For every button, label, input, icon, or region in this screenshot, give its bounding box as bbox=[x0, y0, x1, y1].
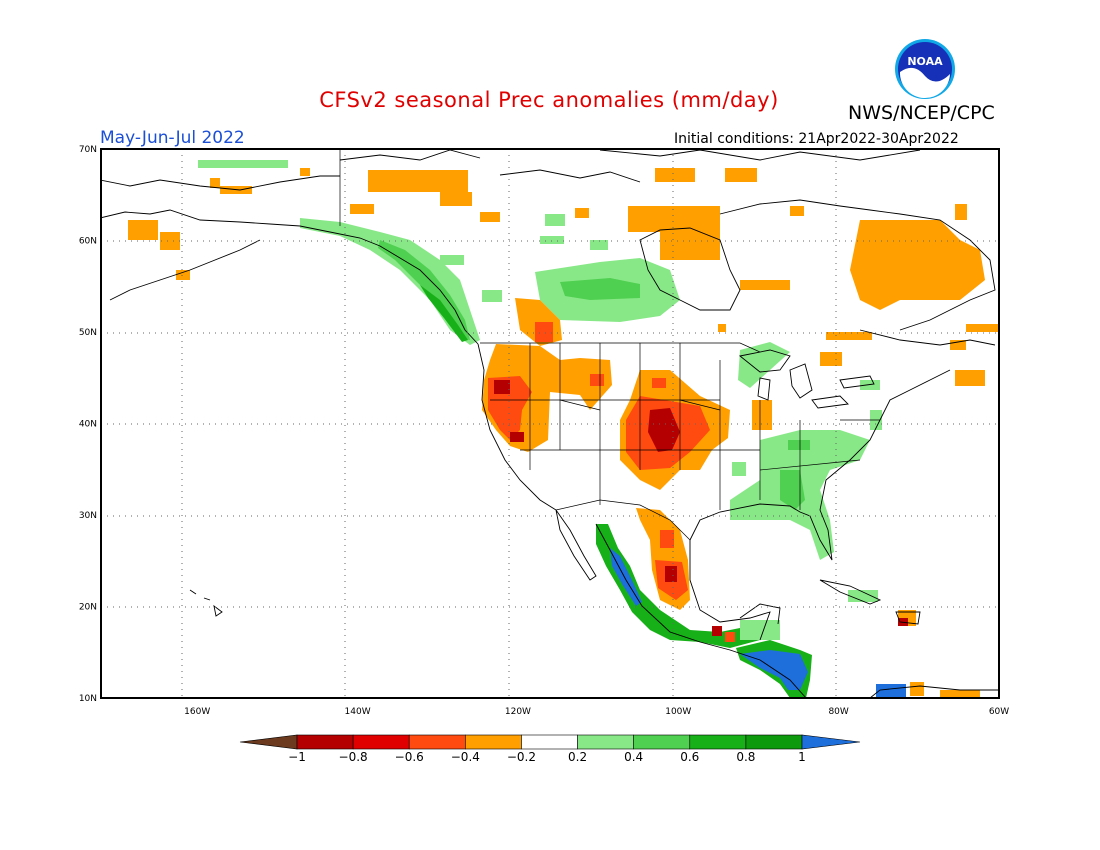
legend-arrow-high bbox=[801, 734, 861, 750]
legend-label: −0.2 bbox=[507, 750, 536, 764]
lon-tick-label: 100W bbox=[665, 707, 691, 717]
latitude-ticks: 70N 60N 50N 40N 30N 20N 10N bbox=[79, 145, 97, 704]
lon-tick-label: 160W bbox=[184, 707, 210, 717]
lat-tick-label: 50N bbox=[79, 328, 97, 338]
legend-swatch bbox=[296, 734, 354, 750]
legend-arrow-low bbox=[239, 734, 298, 750]
agency-label: NWS/NCEP/CPC bbox=[848, 102, 995, 124]
legend-swatch bbox=[352, 734, 410, 750]
lon-tick-label: 120W bbox=[505, 707, 531, 717]
legend-swatch bbox=[689, 734, 747, 750]
lat-tick-label: 70N bbox=[79, 145, 97, 155]
legend-swatch bbox=[521, 734, 578, 750]
lon-tick-label: 60W bbox=[989, 707, 1009, 717]
legend-label: 1 bbox=[798, 750, 806, 764]
coastlines bbox=[101, 149, 998, 698]
legend-label: −1 bbox=[288, 750, 306, 764]
legend-swatch bbox=[745, 734, 803, 750]
legend-label: 0.4 bbox=[624, 750, 643, 764]
initial-conditions-label: Initial conditions: 21Apr2022-30Apr2022 bbox=[674, 131, 959, 147]
legend-label: −0.8 bbox=[339, 750, 368, 764]
lon-tick-label: 140W bbox=[345, 707, 371, 717]
legend-swatch bbox=[408, 734, 466, 750]
legend-label: −0.4 bbox=[451, 750, 480, 764]
longitude-ticks: 160W 140W 120W 100W 80W 60W bbox=[184, 707, 1009, 717]
color-legend: −1 −0.8 −0.6 −0.4 −0.2 0.2 0.4 0.6 0.8 1 bbox=[239, 734, 861, 764]
legend-swatch bbox=[465, 734, 522, 750]
precip-anomaly-shading bbox=[128, 160, 998, 698]
legend-label: −0.6 bbox=[395, 750, 424, 764]
legend-swatch bbox=[633, 734, 691, 750]
legend-swatch bbox=[577, 734, 634, 750]
legend-label: 0.2 bbox=[568, 750, 587, 764]
lat-tick-label: 40N bbox=[79, 420, 97, 430]
map-frame bbox=[100, 148, 1000, 699]
lon-tick-label: 80W bbox=[828, 707, 848, 717]
noaa-logo: NOAA bbox=[895, 39, 955, 99]
map-canvas bbox=[101, 149, 999, 698]
legend-label: 0.8 bbox=[736, 750, 755, 764]
lat-tick-label: 30N bbox=[79, 511, 97, 521]
map-title: CFSv2 seasonal Prec anomalies (mm/day) bbox=[319, 88, 779, 112]
noaa-logo-text: NOAA bbox=[907, 55, 943, 68]
lat-tick-label: 60N bbox=[79, 237, 97, 247]
legend-label: 0.6 bbox=[680, 750, 699, 764]
season-label: May-Jun-Jul 2022 bbox=[100, 128, 245, 148]
lat-tick-label: 20N bbox=[79, 603, 97, 613]
lat-tick-label: 10N bbox=[79, 694, 97, 704]
